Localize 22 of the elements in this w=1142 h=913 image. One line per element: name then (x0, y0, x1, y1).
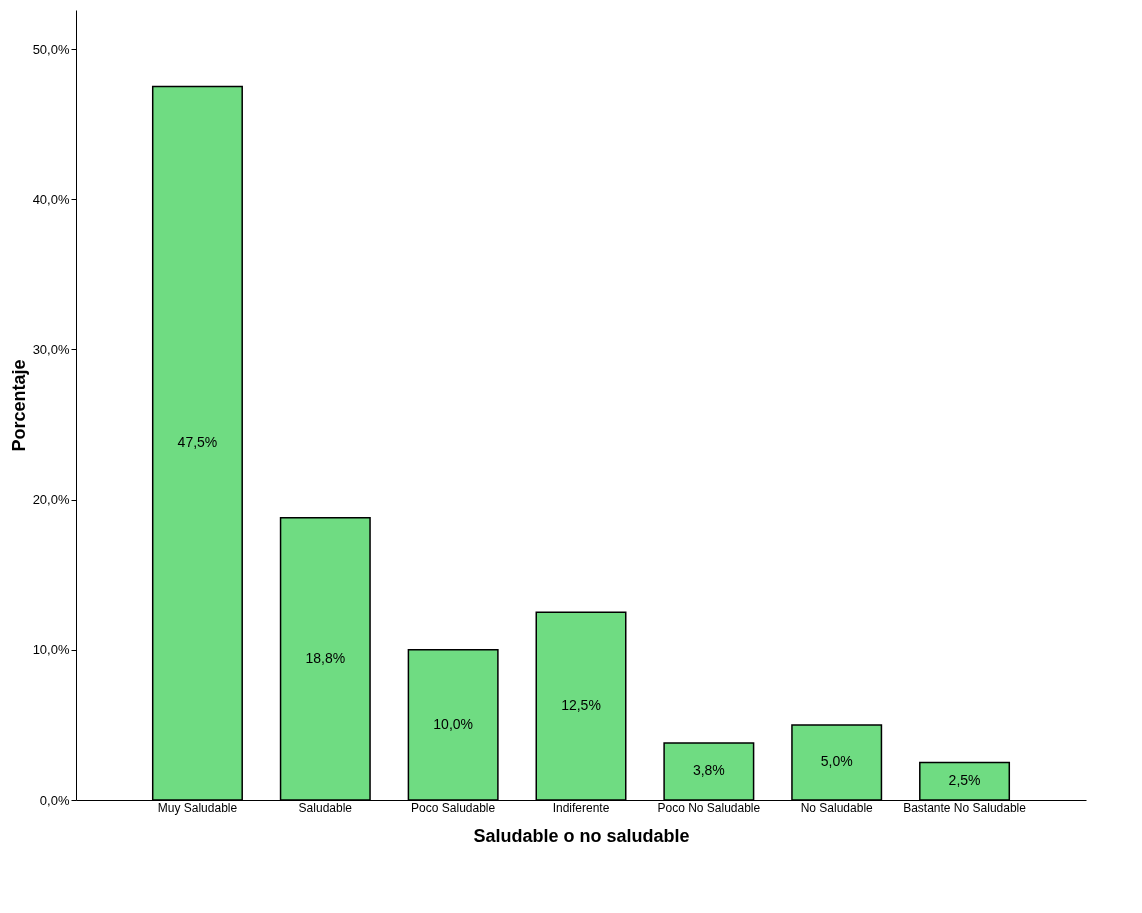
x-tick-label: Muy Saludable (157, 800, 238, 815)
data-label: 47,5% (177, 434, 218, 451)
x-tick-label: Bastante No Saludable (903, 800, 1027, 815)
x-axis-title: Saludable o no saludable (473, 825, 690, 846)
data-label: 3,8% (692, 762, 725, 779)
y-tick-label: 0,0% (39, 792, 70, 808)
data-label: 10,0% (433, 715, 473, 732)
data-label: 5,0% (820, 753, 853, 770)
y-tick-label: 50,0% (32, 41, 70, 57)
y-tick-label: 40,0% (32, 191, 70, 207)
data-label: 18,8% (305, 649, 346, 666)
y-tick-label: 10,0% (32, 642, 70, 658)
data-label: 12,5% (561, 697, 601, 714)
x-tick-label: No Saludable (800, 800, 874, 815)
data-label: 2,5% (948, 772, 981, 789)
y-tick-label: 30,0% (32, 341, 70, 357)
x-tick-label: Saludable (298, 800, 353, 815)
x-tick-label: Poco Saludable (411, 800, 496, 815)
x-tick-label: Poco No Saludable (657, 800, 761, 815)
y-tick-label: 20,0% (32, 492, 70, 508)
x-tick-label: Indiferente (552, 800, 610, 815)
y-axis-title: Porcentaje (8, 359, 29, 452)
